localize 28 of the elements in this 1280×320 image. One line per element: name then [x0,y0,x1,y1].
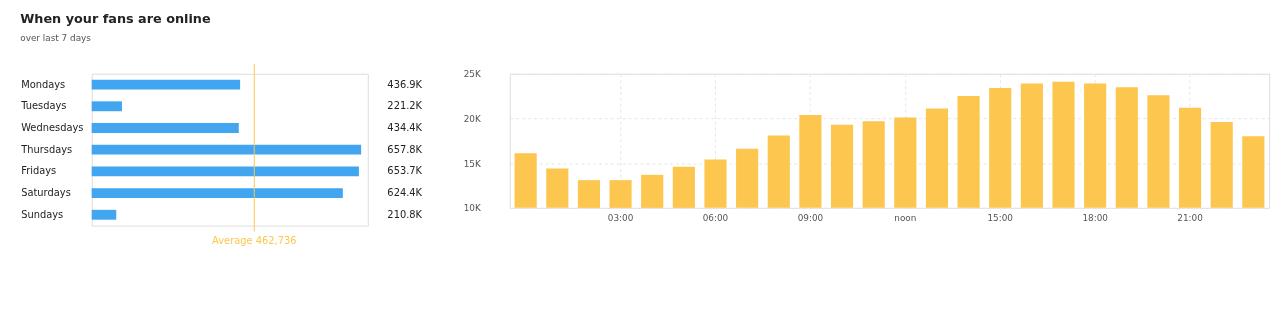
chart-subtitle: over last 7 days [20,33,92,44]
data-label: 657.8K [387,143,423,155]
x-tick-label: 03:00 [607,213,634,224]
y-tick-label: Fridays [21,165,57,177]
data-label: 624.4K [387,187,423,199]
x-tick-label: 09:00 [797,213,824,224]
y-tick-label: Sundays [21,208,64,220]
y-tick-label: Wednesdays [21,121,84,133]
y-tick-label: 10K [463,203,481,214]
data-label: 210.8K [387,208,423,220]
ref-line-label: Average 462,736 [212,235,297,247]
data-label: 436.9K [387,78,423,90]
data-label: 434.4K [387,121,423,133]
y-tick-label: 15K [463,158,481,169]
x-tick-label: 06:00 [702,213,729,224]
y-tick-label: Thursdays [20,143,73,155]
y-tick-label: Mondays [21,78,66,90]
chart-title: When your fans are online [20,11,211,27]
y-tick-label: Tuesdays [20,100,67,112]
x-tick-label: noon [894,213,917,224]
y-tick-label: Saturdays [21,187,71,199]
y-tick-label: 20K [463,113,481,124]
x-tick-label: 15:00 [987,213,1014,224]
data-label: 653.7K [387,165,423,177]
data-label: 221.2K [387,100,423,112]
y-tick-label: 25K [463,69,481,80]
x-tick-label: 21:00 [1177,213,1204,224]
x-tick-label: 18:00 [1082,213,1109,224]
